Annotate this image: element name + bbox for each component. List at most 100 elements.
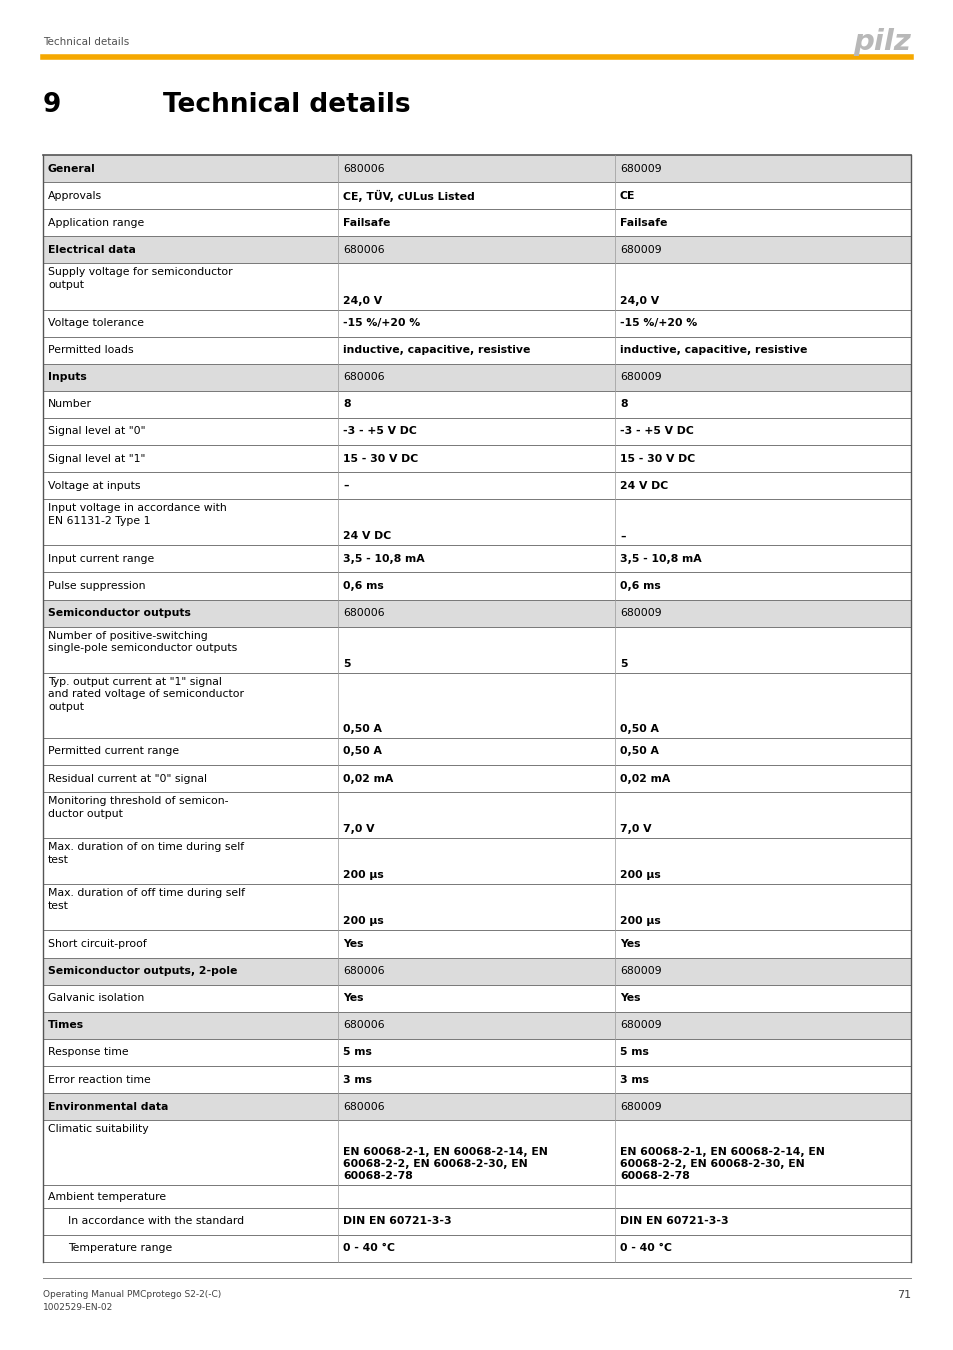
Text: Yes: Yes [619,994,639,1003]
Text: 680009: 680009 [619,373,661,382]
Text: 680006: 680006 [343,373,384,382]
Text: Max. duration of on time during self
test: Max. duration of on time during self tes… [48,842,244,864]
Text: Semiconductor outputs, 2-pole: Semiconductor outputs, 2-pole [48,967,237,976]
Text: Error reaction time: Error reaction time [48,1075,151,1084]
Text: DIN EN 60721-3-3: DIN EN 60721-3-3 [619,1216,728,1226]
Text: 680006: 680006 [343,244,384,255]
Text: 15 - 30 V DC: 15 - 30 V DC [343,454,417,463]
Text: Environmental data: Environmental data [48,1102,168,1111]
Text: Yes: Yes [343,994,363,1003]
Text: Permitted loads: Permitted loads [48,346,133,355]
Text: Temperature range: Temperature range [68,1243,172,1253]
Text: Yes: Yes [619,940,639,949]
Text: 3 ms: 3 ms [343,1075,372,1084]
Text: Signal level at "0": Signal level at "0" [48,427,146,436]
Text: 5: 5 [619,659,627,668]
Text: Galvanic isolation: Galvanic isolation [48,994,144,1003]
Text: -3 - +5 V DC: -3 - +5 V DC [343,427,416,436]
Text: 0 - 40 °C: 0 - 40 °C [343,1243,395,1253]
Text: 24 V DC: 24 V DC [343,532,391,541]
Text: inductive, capacitive, resistive: inductive, capacitive, resistive [619,346,806,355]
Text: Signal level at "1": Signal level at "1" [48,454,145,463]
Text: EN 60068-2-1, EN 60068-2-14, EN
60068-2-2, EN 60068-2-30, EN
60068-2-78: EN 60068-2-1, EN 60068-2-14, EN 60068-2-… [619,1146,824,1181]
Bar [43,599,910,626]
Text: 7,0 V: 7,0 V [343,825,375,834]
Text: Application range: Application range [48,217,144,228]
Text: 15 - 30 V DC: 15 - 30 V DC [619,454,695,463]
Text: Inputs: Inputs [48,373,87,382]
Text: 8: 8 [343,400,350,409]
Text: 680006: 680006 [343,1021,384,1030]
Text: Response time: Response time [48,1048,129,1057]
Text: inductive, capacitive, resistive: inductive, capacitive, resistive [343,346,530,355]
Text: Input current range: Input current range [48,554,154,564]
Bar [43,155,910,182]
Text: Input voltage in accordance with
EN 61131-2 Type 1: Input voltage in accordance with EN 6113… [48,504,227,525]
Text: 9: 9 [43,92,61,117]
Text: 5 ms: 5 ms [619,1048,648,1057]
Text: DIN EN 60721-3-3: DIN EN 60721-3-3 [343,1216,451,1226]
Text: 200 μs: 200 μs [343,871,383,880]
Text: Yes: Yes [343,940,363,949]
Text: In accordance with the standard: In accordance with the standard [68,1216,244,1226]
Text: pilz: pilz [852,28,910,55]
Text: 24,0 V: 24,0 V [343,296,382,305]
Text: 24,0 V: 24,0 V [619,296,659,305]
Text: 71: 71 [896,1291,910,1300]
Text: –: – [343,481,348,490]
Text: CE: CE [619,190,635,201]
Text: EN 60068-2-1, EN 60068-2-14, EN
60068-2-2, EN 60068-2-30, EN
60068-2-78: EN 60068-2-1, EN 60068-2-14, EN 60068-2-… [343,1146,547,1181]
Text: 680009: 680009 [619,1021,661,1030]
Text: 7,0 V: 7,0 V [619,825,651,834]
Text: 200 μs: 200 μs [619,871,660,880]
Text: Operating Manual PMCprotego S2-2(-C): Operating Manual PMCprotego S2-2(-C) [43,1291,221,1299]
Text: 3 ms: 3 ms [619,1075,648,1084]
Text: Voltage tolerance: Voltage tolerance [48,319,144,328]
Text: 680009: 680009 [619,967,661,976]
Text: Technical details: Technical details [43,36,129,47]
Bar [43,236,910,263]
Text: 0,50 A: 0,50 A [619,747,659,756]
Text: 24 V DC: 24 V DC [619,481,667,490]
Text: Semiconductor outputs: Semiconductor outputs [48,608,191,618]
Bar [43,957,910,984]
Text: CE, TÜV, cULus Listed: CE, TÜV, cULus Listed [343,189,475,201]
Text: Failsafe: Failsafe [619,217,667,228]
Text: 680006: 680006 [343,608,384,618]
Text: Short circuit-proof: Short circuit-proof [48,940,147,949]
Text: 200 μs: 200 μs [619,917,660,926]
Text: 1002529-EN-02: 1002529-EN-02 [43,1303,113,1312]
Text: 200 μs: 200 μs [343,917,383,926]
Text: Max. duration of off time during self
test: Max. duration of off time during self te… [48,888,245,911]
Text: Failsafe: Failsafe [343,217,390,228]
Text: Permitted current range: Permitted current range [48,747,179,756]
Text: 5: 5 [343,659,350,668]
Text: -15 %/+20 %: -15 %/+20 % [343,319,420,328]
Text: Number: Number [48,400,91,409]
Text: 0,02 mA: 0,02 mA [343,774,393,783]
Text: Supply voltage for semiconductor
output: Supply voltage for semiconductor output [48,267,233,290]
Text: 0,6 ms: 0,6 ms [343,580,383,591]
Text: 0,50 A: 0,50 A [343,724,381,734]
Text: Pulse suppression: Pulse suppression [48,580,146,591]
Text: 0,50 A: 0,50 A [619,724,659,734]
Text: General: General [48,163,95,174]
Text: Number of positive-switching
single-pole semiconductor outputs: Number of positive-switching single-pole… [48,630,237,653]
Text: 680009: 680009 [619,608,661,618]
Text: 0,50 A: 0,50 A [343,747,381,756]
Text: 680006: 680006 [343,1102,384,1111]
Text: 3,5 - 10,8 mA: 3,5 - 10,8 mA [619,554,700,564]
Text: Monitoring threshold of semicon-
ductor output: Monitoring threshold of semicon- ductor … [48,796,229,818]
Text: -15 %/+20 %: -15 %/+20 % [619,319,697,328]
Text: Climatic suitability: Climatic suitability [48,1125,149,1134]
Text: –: – [619,532,625,541]
Text: Electrical data: Electrical data [48,244,135,255]
Text: 8: 8 [619,400,627,409]
Text: Technical details: Technical details [163,92,410,117]
Text: 0,6 ms: 0,6 ms [619,580,660,591]
Text: Approvals: Approvals [48,190,102,201]
Text: Times: Times [48,1021,84,1030]
Text: Voltage at inputs: Voltage at inputs [48,481,140,490]
Text: Residual current at "0" signal: Residual current at "0" signal [48,774,207,783]
Bar [43,1011,910,1040]
